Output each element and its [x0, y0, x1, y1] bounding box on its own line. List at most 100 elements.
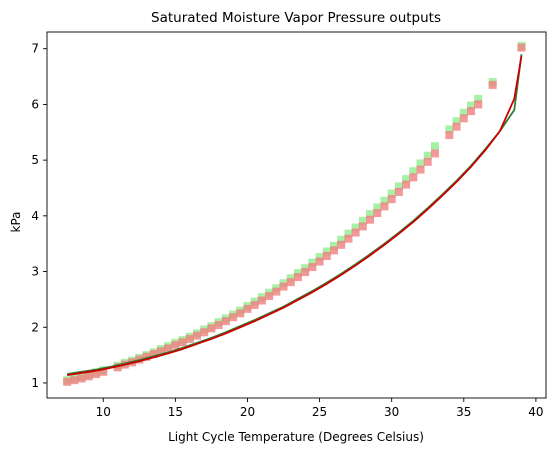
scatter-point-series-2 [63, 377, 72, 386]
scatter-point-series-1 [380, 196, 389, 205]
axes: 10 15 20 25 30 35 40 1 2 3 4 5 6 7 [31, 31, 547, 419]
scatter-point-series-1 [459, 108, 468, 117]
scatter-point-series-2 [517, 43, 526, 52]
scatter-point-series-2 [387, 195, 396, 204]
scatter-point-series-2 [221, 317, 230, 326]
scatter-point-series-1 [452, 117, 461, 126]
scatter-point-series-2 [99, 367, 108, 376]
y-tick-label: 3 [31, 265, 39, 279]
scatter-point-series-2 [416, 165, 425, 174]
scatter-point-series-2 [445, 131, 454, 140]
scatter-point-series-2 [474, 100, 483, 109]
scatter-point-series-2 [315, 257, 324, 266]
scatter-point-series-1 [394, 182, 403, 191]
scatter-point-series-1 [337, 235, 346, 244]
y-tick-label: 2 [31, 320, 39, 334]
scatter-point-series-2 [344, 234, 353, 243]
scatter-point-series-2 [293, 273, 302, 282]
scatter-point-series-2 [322, 251, 331, 260]
scatter-point-series-2 [243, 304, 252, 313]
scatter-point-series-2 [84, 372, 93, 381]
scatter-point-series-2 [279, 282, 288, 291]
y-tick-label: 1 [31, 376, 39, 390]
fit-line-series-4 [67, 55, 523, 377]
scatter-point-series-2 [467, 107, 476, 116]
scatter-point-series-1 [416, 159, 425, 168]
scatter-point-series-2 [351, 228, 360, 237]
scatter-point-series-2 [330, 246, 338, 255]
y-tick-label: 4 [31, 209, 39, 223]
scatter-point-series-2 [77, 374, 86, 383]
scatter-point-series-1 [366, 210, 375, 219]
x-tick-label: 10 [96, 405, 111, 419]
scatter-point-series-1 [315, 253, 324, 262]
scatter-point-series-2 [164, 344, 173, 353]
y-tick-label: 7 [31, 42, 39, 56]
scatter-point-series-1 [474, 94, 483, 103]
scatter-point-series-2 [394, 187, 403, 196]
scatter-point-series-2 [301, 268, 310, 277]
scatter-point-series-2 [402, 180, 411, 189]
scatter-point-series-2 [257, 296, 266, 305]
plot-area [63, 41, 526, 386]
x-tick-label: 20 [240, 405, 255, 419]
scatter-point-series-1 [330, 241, 338, 250]
y-axis-label: kPa [9, 212, 23, 233]
y-tick-label: 5 [31, 153, 39, 167]
scatter-point-series-1 [430, 142, 439, 151]
scatter-point-series-2 [185, 334, 194, 343]
scatter-point-series-1 [358, 216, 367, 225]
scatter-point-series-2 [236, 309, 245, 318]
x-tick-label: 15 [168, 405, 183, 419]
plot-frame [46, 31, 547, 399]
scatter-point-series-2 [200, 328, 209, 337]
scatter-point-series-2 [430, 149, 439, 158]
scatter-point-series-1 [423, 151, 432, 160]
scatter-point-series-2 [488, 80, 497, 89]
scatter-point-series-1 [467, 101, 476, 110]
scatter-point-series-1 [402, 175, 411, 184]
x-tick-label: 35 [456, 405, 471, 419]
scatter-point-series-2 [358, 222, 367, 231]
scatter-point-series-2 [380, 202, 389, 211]
scatter-point-series-1 [373, 203, 382, 212]
scatter-point-series-2 [156, 347, 165, 356]
scatter-point-series-2 [142, 352, 151, 361]
x-tick-label: 30 [384, 405, 399, 419]
scatter-point-series-2 [192, 331, 201, 340]
scatter-point-series-1 [387, 189, 396, 198]
scatter-point-series-1 [308, 258, 317, 267]
scatter-point-series-2 [366, 215, 375, 224]
scatter-point-series-2 [92, 370, 101, 379]
scatter-point-series-2 [70, 376, 79, 385]
scatter-point-series-1 [445, 125, 454, 134]
x-tick-label: 25 [312, 405, 327, 419]
scatter-point-series-2 [459, 114, 468, 123]
scatter-point-series-2 [229, 313, 238, 322]
scatter-point-series-2 [178, 338, 187, 347]
scatter-point-series-2 [207, 324, 216, 333]
scatter-point-series-2 [452, 122, 461, 131]
scatter-point-series-2 [373, 209, 382, 218]
chart-title: Saturated Moisture Vapor Pressure output… [151, 10, 441, 26]
scatter-point-series-1 [344, 229, 353, 238]
scatter-point-series-2 [265, 292, 274, 301]
scatter-point-series-2 [423, 157, 432, 166]
scatter-point-series-2 [286, 278, 295, 287]
scatter-point-series-2 [214, 321, 223, 330]
scatter-point-series-2 [409, 173, 418, 182]
scatter-point-series-2 [250, 300, 259, 309]
x-tick-label: 40 [528, 405, 543, 419]
scatter-point-series-1 [322, 247, 331, 256]
scatter-point-series-2 [272, 287, 281, 296]
scatter-point-series-2 [171, 341, 180, 350]
scatter-point-series-2 [308, 263, 317, 272]
scatter-point-series-1 [409, 167, 418, 176]
y-tick-label: 6 [31, 97, 39, 111]
scatter-point-series-1 [351, 223, 360, 232]
x-axis-label: Light Cycle Temperature (Degrees Celsius… [168, 430, 424, 444]
scatter-point-series-2 [337, 240, 346, 249]
scatter-point-series-2 [149, 349, 158, 358]
